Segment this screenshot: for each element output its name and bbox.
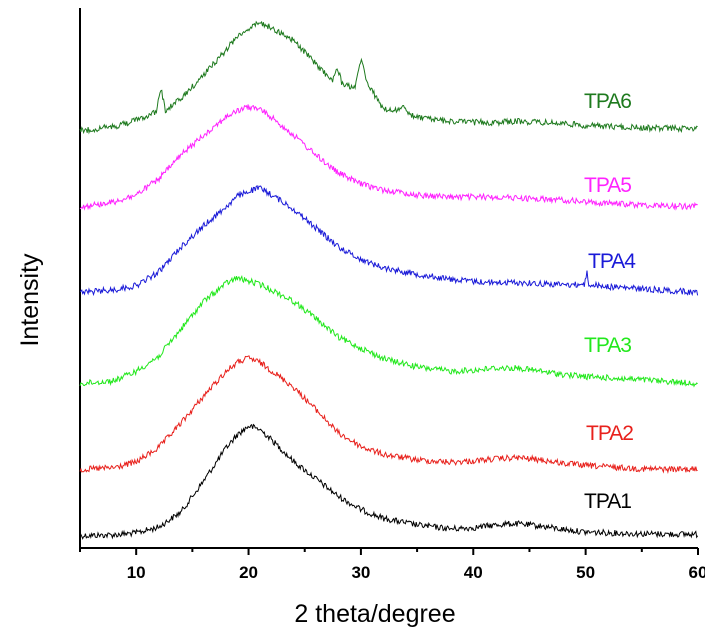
series-line-tpa2 — [79, 355, 698, 475]
x-axis-label: 2 theta/degree — [294, 600, 455, 628]
x-tick-label: 30 — [351, 563, 370, 582]
x-tick-label: 10 — [127, 563, 146, 582]
series-label-tpa1: TPA1 — [584, 490, 631, 513]
x-tick-label: 60 — [689, 563, 705, 582]
series-line-tpa1 — [79, 423, 699, 540]
axes — [79, 8, 698, 549]
x-tick-label: 20 — [239, 563, 258, 582]
series-labels: TPA1 TPA2 TPA3 TPA4 TPA5 TPA6 — [584, 90, 637, 513]
x-tick-label: 50 — [576, 563, 595, 582]
series-line-tpa6 — [79, 20, 698, 135]
y-axis-label: Intensity — [16, 253, 44, 347]
series-label-tpa5: TPA5 — [584, 174, 631, 197]
x-ticks: 10 20 30 40 50 60 — [79, 548, 705, 582]
x-tick-label: 40 — [464, 563, 483, 582]
series-label-tpa3: TPA3 — [584, 334, 631, 357]
series-label-tpa2: TPA2 — [586, 422, 633, 445]
series-label-tpa6: TPA6 — [584, 90, 631, 113]
series-group — [79, 20, 699, 540]
series-label-tpa4: TPA4 — [588, 250, 636, 273]
series-line-tpa4 — [79, 184, 699, 297]
series-line-tpa5 — [79, 104, 698, 211]
series-line-tpa3 — [79, 275, 698, 388]
